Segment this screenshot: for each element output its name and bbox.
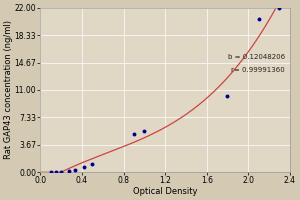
Point: [72, 168, 77, 171]
Text: b = 0.12048206: b = 0.12048206: [228, 54, 285, 60]
Point: [225, 94, 230, 97]
Point: [49, 171, 53, 174]
Point: [54, 171, 58, 174]
Point: [132, 132, 136, 135]
Y-axis label: Rat GAP43 concentration (ng/ml): Rat GAP43 concentration (ng/ml): [4, 20, 13, 159]
Point: [59, 171, 64, 174]
Point: [256, 17, 261, 20]
X-axis label: Optical Density: Optical Density: [133, 187, 197, 196]
Point: [142, 130, 147, 133]
Point: [90, 162, 95, 166]
Text: r= 0.99991360: r= 0.99991360: [231, 67, 285, 73]
Point: [277, 6, 282, 9]
Point: [82, 165, 86, 168]
Point: [66, 169, 71, 173]
